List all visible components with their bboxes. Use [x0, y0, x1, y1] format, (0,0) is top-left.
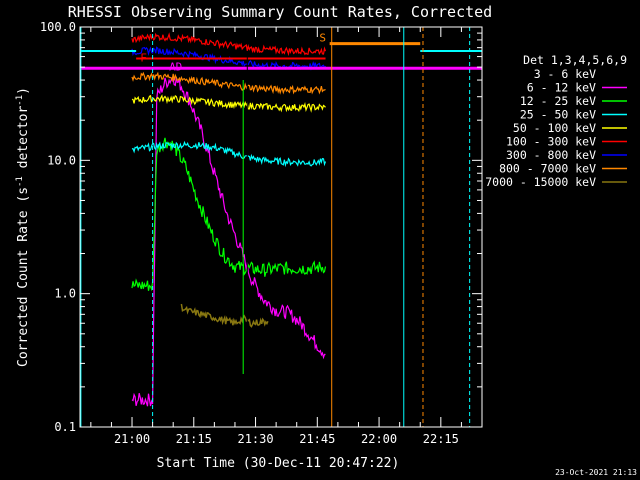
series-line-4: [131, 94, 326, 113]
x-tick-label-3: 21:45: [299, 432, 335, 446]
y-tick-label-0: 0.1: [54, 420, 76, 434]
legend-label-1: 6 - 12 keV: [527, 81, 596, 95]
y-tick-label-3: 100.0: [40, 20, 76, 34]
x-tick-label-2: 21:30: [237, 432, 273, 446]
series-line-5: [131, 32, 327, 57]
legend-label-6: 300 - 800 keV: [506, 148, 596, 162]
y-axis-label-main: Corrected Count Rate (s: [16, 187, 31, 367]
marker-layer: F AD S: [80, 27, 482, 427]
legend-label-7: 800 - 7000 keV: [499, 162, 596, 176]
x-axis-label: Start Time (30-Dec-11 20:47:22): [157, 456, 400, 471]
series-line-2: [131, 137, 327, 292]
y-axis-label-end: ): [16, 87, 31, 95]
series-line-7: [131, 71, 326, 95]
flag-label-s: S: [319, 31, 326, 44]
legend-title: Det 1,3,4,5,6,9: [523, 53, 627, 67]
x-tick-label-0: 21:00: [114, 432, 150, 446]
y-axis-label-sup1: -1: [15, 176, 25, 187]
flag-label-ad: AD: [169, 61, 182, 74]
y-tick-label-1: 1.0: [54, 287, 76, 301]
series-line-6: [131, 46, 327, 71]
series-line-0: [131, 108, 327, 406]
series-line-1: [131, 76, 326, 407]
flag-label-f: F: [140, 52, 147, 65]
legend-label-8: 7000 - 15000 keV: [485, 175, 596, 189]
legend-label-4: 50 - 100 keV: [513, 121, 596, 135]
timestamp: 23-Oct-2021 21:13: [555, 468, 637, 477]
legend-label-0: 3 - 6 keV: [534, 67, 596, 81]
y-axis-label-sup2: -1: [15, 95, 25, 106]
y-axis-label: Corrected Count Rate (s-1 detector-1): [15, 87, 31, 367]
y-tick-label-2: 10.0: [47, 153, 76, 167]
series-line-8: [180, 303, 269, 328]
chart-title: RHESSI Observing Summary Count Rates, Co…: [68, 3, 492, 21]
legend-label-3: 25 - 50 keV: [520, 108, 596, 122]
x-tick-label-4: 22:00: [361, 432, 397, 446]
plot-frame: [79, 26, 483, 428]
axes-layer: 0.1 1.0 10.0 100.0 21:00 21:15 21:30 21:45 22:00…: [40, 20, 483, 446]
series-line-3: [131, 140, 327, 168]
legend-label-2: 12 - 25 keV: [520, 94, 596, 108]
series-layer: [131, 32, 327, 407]
x-tick-label-1: 21:15: [176, 432, 212, 446]
legend-label-5: 100 - 300 keV: [506, 135, 596, 149]
y-axis-label-mid: detector: [16, 106, 31, 177]
x-tick-label-5: 22:15: [423, 432, 459, 446]
